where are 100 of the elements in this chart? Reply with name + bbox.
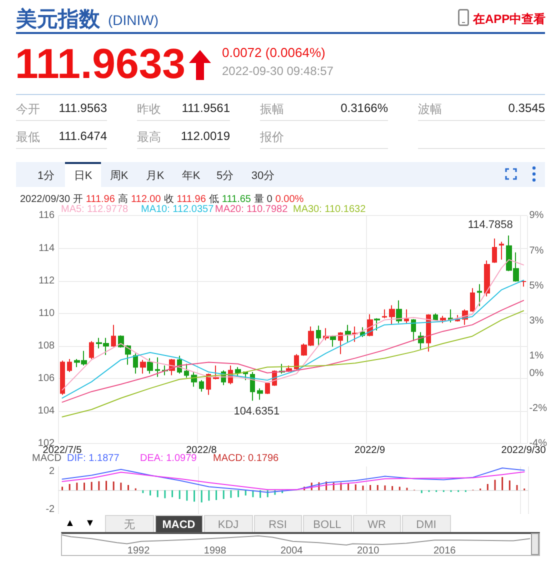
candlestick xyxy=(477,284,482,307)
text: WR xyxy=(352,515,401,533)
candlestick xyxy=(426,314,431,352)
candlestick xyxy=(67,358,72,373)
candlestick xyxy=(492,238,497,264)
candlestick xyxy=(404,308,409,324)
candlestick xyxy=(521,280,526,288)
y2-tick-label: 5% xyxy=(529,280,544,292)
y2-tick-label: 0% xyxy=(529,368,544,380)
text: KDJ xyxy=(204,515,252,533)
x-tick-label: 2010 xyxy=(356,546,380,556)
text: 低 xyxy=(208,194,219,205)
candlestick xyxy=(338,332,343,355)
y-tick-label: 110 xyxy=(38,308,56,319)
text: MACD xyxy=(32,453,62,464)
text: MA5: 112.9778 xyxy=(61,204,128,215)
x-tick-label: 1992 xyxy=(127,546,150,556)
text: 日K xyxy=(72,169,94,183)
text: 111.65 xyxy=(222,194,251,205)
y2-tick-label: 1% xyxy=(529,350,544,362)
text: 最高 xyxy=(137,129,161,146)
x-tick-label: 2022/9 xyxy=(354,445,386,456)
text: MA10: 112.0357 xyxy=(141,204,214,215)
candlestick xyxy=(440,315,446,324)
candlestick xyxy=(147,358,153,374)
text: 年K xyxy=(180,169,202,183)
candlestick xyxy=(389,304,395,324)
text: 0.3545 xyxy=(507,101,545,115)
text: 报价 xyxy=(260,129,284,146)
line-series xyxy=(62,300,524,403)
candlestick xyxy=(235,366,241,378)
y-tick-label: 104 xyxy=(38,406,56,417)
candlestick xyxy=(330,334,336,348)
text: ▼ xyxy=(81,515,99,533)
candlestick xyxy=(345,324,351,342)
text: 2022/09/30 开 xyxy=(20,194,83,205)
y2-tick-label: -2% xyxy=(529,403,548,414)
y2-tick-label: 3% xyxy=(529,315,544,326)
text: 今开 xyxy=(16,101,40,118)
text: (DINIW) xyxy=(108,12,159,28)
annotation: 104.6351 xyxy=(234,405,280,418)
text: 112.0019 xyxy=(180,129,230,143)
x-tick-label: 1998 xyxy=(204,546,227,556)
text: 111.9633 xyxy=(15,40,186,87)
text: 昨收 xyxy=(137,101,161,118)
line-series xyxy=(62,280,524,399)
x-tick-label: 2004 xyxy=(280,546,304,556)
annotation: 114.7858 xyxy=(468,218,513,231)
text: 周K xyxy=(108,169,130,183)
text: 111.96 xyxy=(86,194,115,205)
candlestick xyxy=(199,380,204,392)
text: 振幅 xyxy=(260,101,284,118)
text: 5分 xyxy=(215,169,235,183)
text: 111.9563 xyxy=(58,101,107,115)
text: 月K xyxy=(144,169,166,183)
text: 111.96 xyxy=(176,194,206,205)
candlestick xyxy=(140,359,146,374)
candlestick xyxy=(433,312,438,322)
text: ▲ xyxy=(61,515,79,533)
candlestick xyxy=(294,354,299,370)
candlestick xyxy=(213,365,219,380)
y2-tick-label: 7% xyxy=(529,245,544,256)
text: 在APP中查看 xyxy=(473,11,546,28)
text: MACD: 0.1796 xyxy=(213,453,279,464)
x-tick-label: 2022/9/30 xyxy=(501,445,546,456)
y-tick-label: 106 xyxy=(38,373,56,384)
y-tick-label: 108 xyxy=(38,340,56,352)
y-tick-label: 2 xyxy=(49,466,56,477)
candlestick xyxy=(89,340,94,360)
text: MA20: 110.7982 xyxy=(215,204,288,215)
text: 收 xyxy=(164,194,174,205)
text: 1分 xyxy=(36,169,56,183)
text: 最低 xyxy=(16,129,40,146)
candlestick xyxy=(484,260,490,297)
text: DEA: 1.0979 xyxy=(140,453,197,464)
candlestick xyxy=(111,324,116,348)
text: 0.00% xyxy=(275,194,304,205)
line-series xyxy=(62,259,524,390)
x-tick-label: 2016 xyxy=(433,546,456,556)
candlestick xyxy=(133,352,138,374)
text: 0.0072 (0.0064%) xyxy=(222,45,326,60)
candlestick xyxy=(316,325,321,346)
text: 无 xyxy=(105,515,154,533)
candlestick xyxy=(60,360,65,396)
text: 111.9561 xyxy=(182,101,230,115)
text: BOLL xyxy=(303,515,352,533)
candlestick xyxy=(352,326,358,342)
candlestick xyxy=(265,382,270,395)
text: 112.00 xyxy=(130,194,161,205)
line-series xyxy=(62,310,524,418)
candlestick xyxy=(155,356,160,378)
y-tick-label: 116 xyxy=(38,210,56,222)
candlestick xyxy=(257,388,263,400)
text: DIF: 1.1877 xyxy=(67,453,120,464)
candlestick xyxy=(184,363,189,378)
text: 111.6474 xyxy=(58,129,107,143)
y2-tick-label: 9% xyxy=(529,210,544,222)
candlestick xyxy=(374,318,380,332)
candlestick xyxy=(250,372,255,402)
y-tick-label: 114 xyxy=(38,242,56,254)
